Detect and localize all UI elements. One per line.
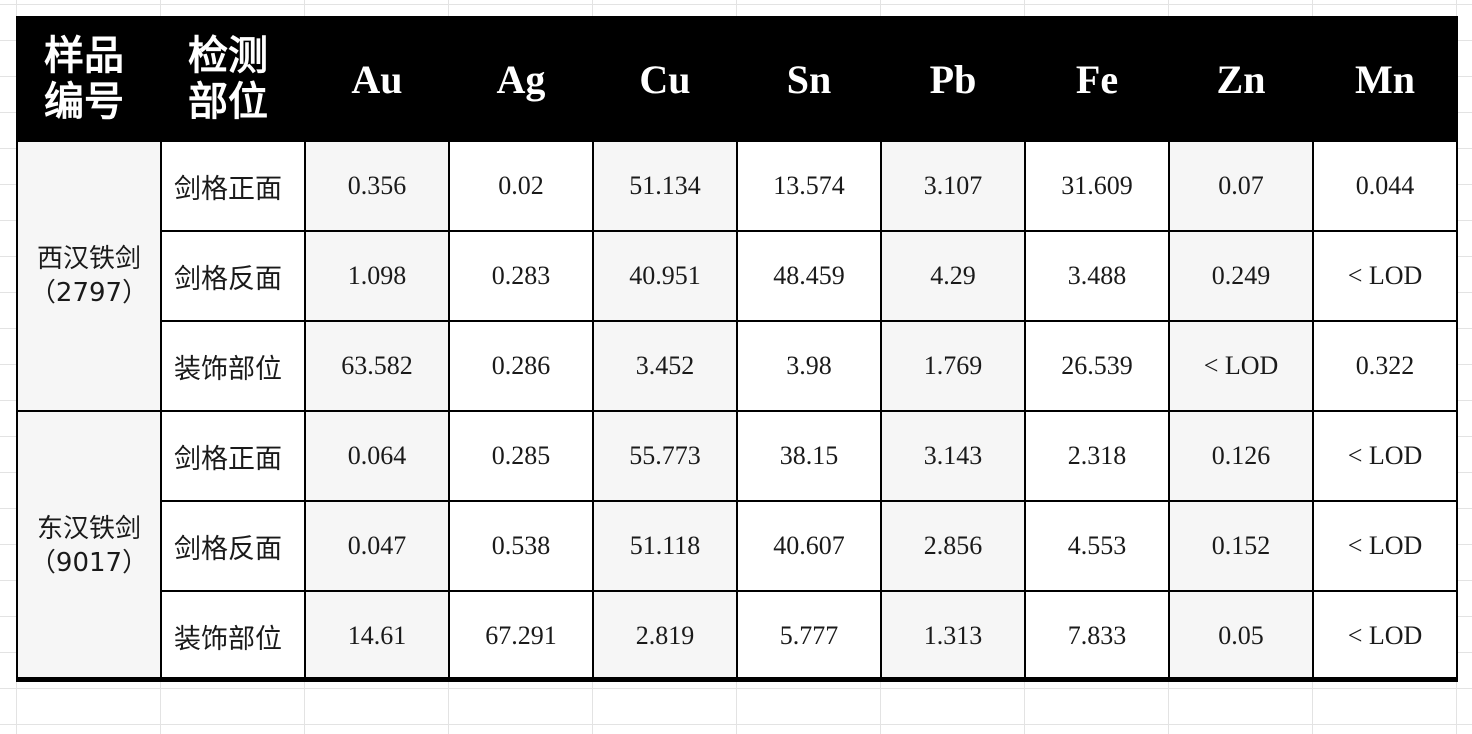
value-cell: 0.356 bbox=[304, 140, 450, 232]
value-cell: 5.777 bbox=[736, 590, 882, 682]
value-cell: 2.318 bbox=[1024, 410, 1170, 502]
header-row: 样品 编号 检测 部位 Au Ag Cu Sn Pb Fe Zn Mn bbox=[16, 16, 1458, 142]
value-cell: 3.107 bbox=[880, 140, 1026, 232]
value-cell: < LOD bbox=[1312, 590, 1458, 682]
value-cell: 1.313 bbox=[880, 590, 1026, 682]
value-cell: 40.951 bbox=[592, 230, 738, 322]
value-cell: 67.291 bbox=[448, 590, 594, 682]
table-row: 西汉铁剑 （2797） 剑格正面 0.356 0.02 51.134 13.57… bbox=[16, 140, 1458, 412]
value-cell: 1.098 bbox=[304, 230, 450, 322]
value-cell: < LOD bbox=[1312, 230, 1458, 322]
value-cell: 0.322 bbox=[1312, 320, 1458, 412]
header-fe: Fe bbox=[1024, 16, 1170, 142]
value-cell: 1.769 bbox=[880, 320, 1026, 412]
header-ag: Ag bbox=[448, 16, 594, 142]
value-cell: < LOD bbox=[1312, 410, 1458, 502]
value-cell: 0.07 bbox=[1168, 140, 1314, 232]
value-cell: 7.833 bbox=[1024, 590, 1170, 682]
value-cell: 0.047 bbox=[304, 500, 450, 592]
value-cell: 63.582 bbox=[304, 320, 450, 412]
composition-table: 样品 编号 检测 部位 Au Ag Cu Sn Pb Fe Zn Mn bbox=[16, 16, 1458, 682]
value-cell: 0.02 bbox=[448, 140, 594, 232]
position-cell: 剑格反面 bbox=[160, 230, 306, 322]
value-cell: 0.538 bbox=[448, 500, 594, 592]
table-bottom-rule bbox=[16, 677, 1457, 681]
value-cell: < LOD bbox=[1312, 500, 1458, 592]
header-pb: Pb bbox=[880, 16, 1026, 142]
value-cell: 55.773 bbox=[592, 410, 738, 502]
value-cell: 0.044 bbox=[1312, 140, 1458, 232]
composition-table-container: 样品 编号 检测 部位 Au Ag Cu Sn Pb Fe Zn Mn bbox=[16, 16, 1458, 682]
value-cell: 14.61 bbox=[304, 590, 450, 682]
header-sample-no: 样品 编号 bbox=[16, 16, 162, 142]
position-cell: 剑格反面 bbox=[160, 500, 306, 592]
position-cell: 装饰部位 bbox=[160, 590, 306, 682]
value-cell: 2.856 bbox=[880, 500, 1026, 592]
value-cell: 3.452 bbox=[592, 320, 738, 412]
header-au: Au bbox=[304, 16, 450, 142]
value-cell: 0.286 bbox=[448, 320, 594, 412]
sample-cell: 西汉铁剑 （2797） bbox=[16, 140, 162, 412]
value-cell: < LOD bbox=[1168, 320, 1314, 412]
value-cell: 0.126 bbox=[1168, 410, 1314, 502]
table-row: 东汉铁剑 （9017） 剑格正面 0.064 0.285 55.773 38.1… bbox=[16, 410, 1458, 682]
value-cell: 48.459 bbox=[736, 230, 882, 322]
value-cell: 0.05 bbox=[1168, 590, 1314, 682]
table-row: 剑格反面 1.098 0.283 40.951 48.459 4.29 3.48… bbox=[17, 230, 1458, 322]
value-cell: 2.819 bbox=[592, 590, 738, 682]
header-sn: Sn bbox=[736, 16, 882, 142]
value-cell: 3.143 bbox=[880, 410, 1026, 502]
value-cell: 0.152 bbox=[1168, 500, 1314, 592]
header-position: 检测 部位 bbox=[160, 16, 306, 142]
header-zn: Zn bbox=[1168, 16, 1314, 142]
value-cell: 0.285 bbox=[448, 410, 594, 502]
position-cell: 剑格正面 bbox=[160, 410, 306, 502]
value-cell: 38.15 bbox=[736, 410, 882, 502]
value-cell: 26.539 bbox=[1024, 320, 1170, 412]
position-cell: 剑格正面 bbox=[160, 140, 306, 232]
value-cell: 0.283 bbox=[448, 230, 594, 322]
table-row: 装饰部位 14.61 67.291 2.819 5.777 1.313 7.83… bbox=[17, 590, 1458, 682]
value-cell: 13.574 bbox=[736, 140, 882, 232]
value-cell: 31.609 bbox=[1024, 140, 1170, 232]
value-cell: 4.29 bbox=[880, 230, 1026, 322]
header-mn: Mn bbox=[1312, 16, 1458, 142]
table-row: 剑格反面 0.047 0.538 51.118 40.607 2.856 4.5… bbox=[17, 500, 1458, 592]
value-cell: 4.553 bbox=[1024, 500, 1170, 592]
value-cell: 3.488 bbox=[1024, 230, 1170, 322]
value-cell: 0.249 bbox=[1168, 230, 1314, 322]
value-cell: 51.134 bbox=[592, 140, 738, 232]
position-cell: 装饰部位 bbox=[160, 320, 306, 412]
value-cell: 0.064 bbox=[304, 410, 450, 502]
header-cu: Cu bbox=[592, 16, 738, 142]
table-row: 装饰部位 63.582 0.286 3.452 3.98 1.769 26.53… bbox=[17, 320, 1458, 412]
value-cell: 3.98 bbox=[736, 320, 882, 412]
value-cell: 51.118 bbox=[592, 500, 738, 592]
value-cell: 40.607 bbox=[736, 500, 882, 592]
sample-cell: 东汉铁剑 （9017） bbox=[16, 410, 162, 682]
